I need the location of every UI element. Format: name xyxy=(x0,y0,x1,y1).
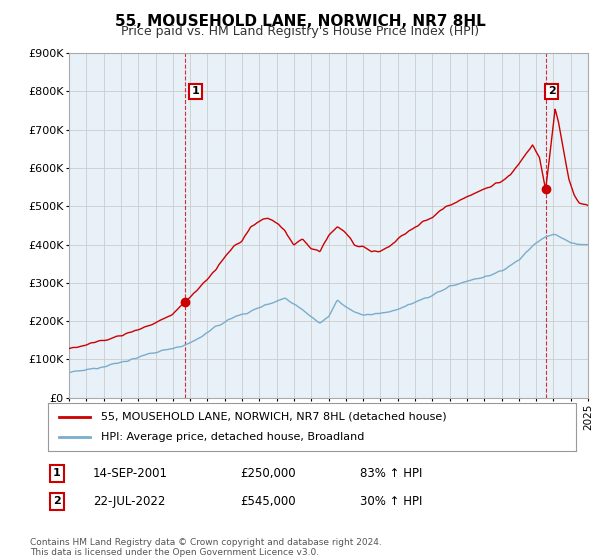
Text: 1: 1 xyxy=(53,468,61,478)
Text: £250,000: £250,000 xyxy=(240,466,296,480)
Text: Contains HM Land Registry data © Crown copyright and database right 2024.
This d: Contains HM Land Registry data © Crown c… xyxy=(30,538,382,557)
Text: 83% ↑ HPI: 83% ↑ HPI xyxy=(360,466,422,480)
Text: £545,000: £545,000 xyxy=(240,494,296,508)
Text: 2: 2 xyxy=(548,86,556,96)
Text: 2: 2 xyxy=(53,496,61,506)
Text: 14-SEP-2001: 14-SEP-2001 xyxy=(93,466,168,480)
Text: 55, MOUSEHOLD LANE, NORWICH, NR7 8HL (detached house): 55, MOUSEHOLD LANE, NORWICH, NR7 8HL (de… xyxy=(101,412,446,422)
Text: Price paid vs. HM Land Registry's House Price Index (HPI): Price paid vs. HM Land Registry's House … xyxy=(121,25,479,38)
Text: HPI: Average price, detached house, Broadland: HPI: Average price, detached house, Broa… xyxy=(101,432,364,442)
Text: 22-JUL-2022: 22-JUL-2022 xyxy=(93,494,166,508)
Text: 1: 1 xyxy=(191,86,199,96)
Text: 30% ↑ HPI: 30% ↑ HPI xyxy=(360,494,422,508)
Text: 55, MOUSEHOLD LANE, NORWICH, NR7 8HL: 55, MOUSEHOLD LANE, NORWICH, NR7 8HL xyxy=(115,14,485,29)
